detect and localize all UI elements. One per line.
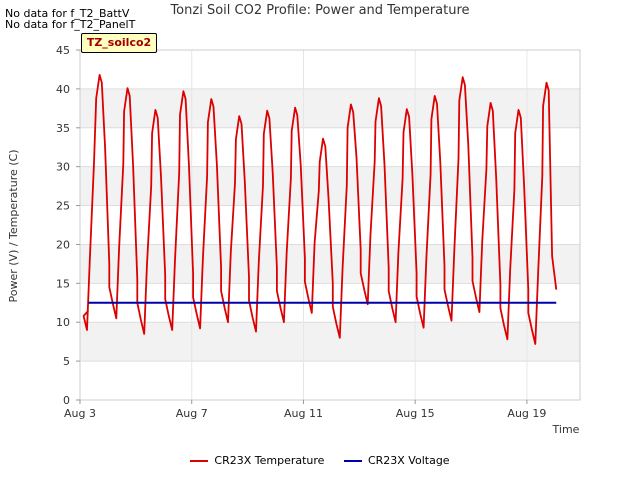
y-tick-label: 10 — [56, 316, 70, 329]
nodata-note-battv: No data for f_T2_BattV — [5, 7, 130, 20]
legend-item-voltage: CR23X Voltage — [343, 454, 450, 467]
y-axis-ticks: 0 5 10 15 20 25 30 35 40 45 — [56, 44, 80, 407]
y-tick-label: 45 — [56, 44, 70, 57]
y-tick-label: 25 — [56, 200, 70, 213]
background-band — [80, 244, 580, 284]
legend-label-temperature: CR23X Temperature — [214, 454, 325, 467]
x-tick-label: Aug 19 — [507, 407, 546, 420]
y-tick-label: 5 — [63, 355, 70, 368]
background-band — [80, 88, 580, 128]
y-tick-label: 35 — [56, 122, 70, 135]
x-tick-label: Aug 3 — [64, 407, 96, 420]
legend: CR23X Temperature CR23X Voltage — [0, 454, 640, 467]
plot-frame — [79, 49, 581, 401]
y-tick-label: 30 — [56, 161, 70, 174]
x-axis-label: Time — [552, 423, 580, 436]
y-axis-label: Power (V) / Temperature (C) — [7, 149, 20, 302]
site-label-badge: TZ_soilco2 — [81, 33, 157, 53]
series-lines — [82, 74, 558, 345]
x-tick-label: Aug 7 — [176, 407, 208, 420]
chart-title: Tonzi Soil CO2 Profile: Power and Temper… — [170, 3, 470, 18]
temperature-series-line — [82, 74, 558, 345]
x-tick-label: Aug 11 — [284, 407, 323, 420]
legend-swatch-temperature — [190, 460, 209, 462]
nodata-note-panelt: No data for f_T2_PanelT — [5, 18, 136, 31]
background-band — [80, 322, 580, 362]
x-axis-ticks: Aug 3 Aug 7 Aug 11 Aug 15 Aug 19 — [64, 400, 546, 420]
y-tick-label: 20 — [56, 238, 70, 251]
x-tick-label: Aug 15 — [396, 407, 435, 420]
background-band — [80, 166, 580, 206]
legend-label-voltage: CR23X Voltage — [367, 454, 450, 467]
legend-swatch-voltage — [343, 460, 362, 462]
y-tick-label: 0 — [63, 394, 70, 407]
y-tick-label: 15 — [56, 277, 70, 290]
y-tick-label: 40 — [56, 83, 70, 96]
legend-item-temperature: CR23X Temperature — [190, 454, 324, 467]
